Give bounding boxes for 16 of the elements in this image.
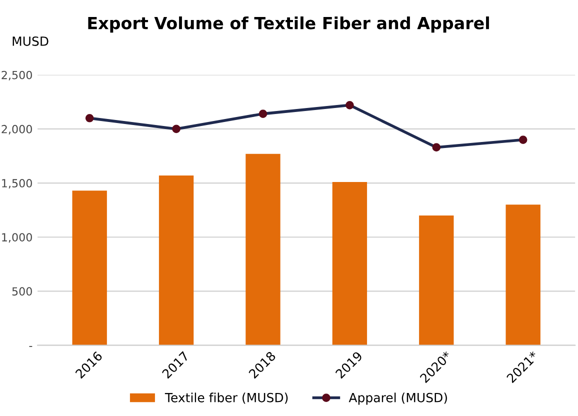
y-tick-label: 1,500 xyxy=(2,179,32,189)
y-tick-label: - xyxy=(29,346,32,347)
bar xyxy=(506,204,540,346)
chart-title: Export Volume of Textile Fiber and Apparel xyxy=(88,16,489,33)
bar xyxy=(332,182,368,346)
y-tick-label: 2,500 xyxy=(2,70,32,80)
y-tick-label: 1,000 xyxy=(2,233,32,243)
y-axis-title: MUSD xyxy=(12,36,48,46)
legend-label: Apparel (MUSD) xyxy=(348,392,447,405)
bar xyxy=(419,215,454,346)
y-tick-label: 500 xyxy=(12,287,32,296)
bar xyxy=(158,175,194,346)
bar xyxy=(72,190,107,346)
y-tick-label: 2,000 xyxy=(2,124,32,134)
legend-label: Textile fiber (MUSD) xyxy=(164,392,288,404)
bar xyxy=(246,154,280,346)
